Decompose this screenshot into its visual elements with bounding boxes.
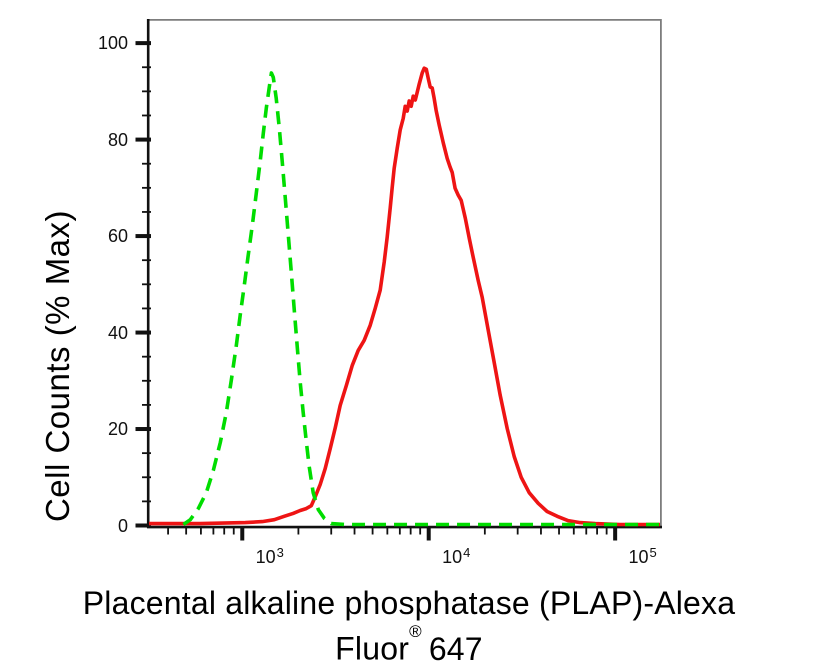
caption-line2: Fluor® 647 xyxy=(0,622,818,669)
x-tick-label-1e5: 105 xyxy=(628,545,657,567)
y-tick-label-40: 40 xyxy=(107,322,128,343)
series-curve-negative-control xyxy=(182,71,660,527)
x-axis-caption: Placental alkaline phosphatase (PLAP)-Al… xyxy=(0,584,818,669)
caption-fluor-text: Fluor xyxy=(335,630,410,667)
y-tick-label-0: 0 xyxy=(117,515,128,536)
x-tick-label-1e4: 104 xyxy=(442,545,471,567)
y-tick-label-20: 20 xyxy=(107,419,128,440)
caption-line1: Placental alkaline phosphatase (PLAP)-Al… xyxy=(82,585,736,621)
y-tick-label-100: 100 xyxy=(97,33,128,54)
series-curve-PLAP-AlexaFluor647-stained xyxy=(149,66,660,527)
registered-trademark-symbol: ® xyxy=(409,622,422,641)
y-tick-label-80: 80 xyxy=(107,129,128,150)
y-axis-title: Cell Counts (% Max) xyxy=(39,209,76,523)
y-tick-label-60: 60 xyxy=(107,226,128,247)
x-tick-label-1e3: 103 xyxy=(255,545,284,567)
caption-647-text: 647 xyxy=(428,630,483,667)
